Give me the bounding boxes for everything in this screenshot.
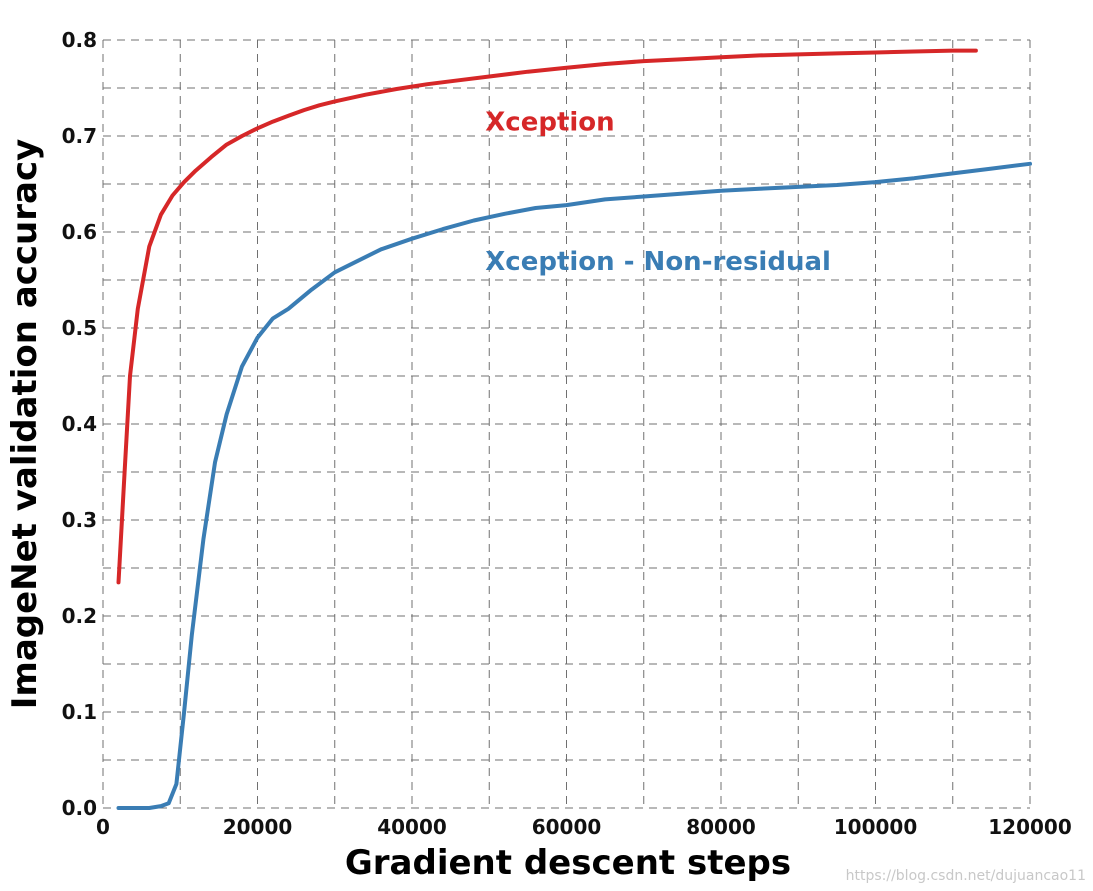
y-tick-label: 0.3 bbox=[62, 508, 97, 532]
x-axis-title: Gradient descent steps bbox=[345, 843, 791, 883]
series-annotations: Xception Xception - Non-residual bbox=[485, 108, 831, 277]
y-tick-label: 0.8 bbox=[62, 28, 97, 52]
x-tick-labels: 0 20000 40000 60000 80000 100000 120000 bbox=[96, 815, 1072, 839]
x-tick-label: 100000 bbox=[834, 815, 918, 839]
x-tick-label: 120000 bbox=[988, 815, 1072, 839]
x-tick-label: 80000 bbox=[686, 815, 756, 839]
x-tick-label: 0 bbox=[96, 815, 110, 839]
y-tick-label: 0.1 bbox=[62, 700, 97, 724]
y-tick-label: 0.4 bbox=[62, 412, 97, 436]
watermark-text: https://blog.csdn.net/dujuancao11 bbox=[846, 868, 1086, 884]
x-tick-label: 60000 bbox=[532, 815, 602, 839]
x-tick-label: 20000 bbox=[223, 815, 293, 839]
series-line-xception-non-residual bbox=[116, 161, 1032, 810]
grid bbox=[102, 39, 1031, 809]
x-tick-label: 40000 bbox=[377, 815, 447, 839]
y-tick-label: 0.7 bbox=[62, 124, 97, 148]
series-label-xception: Xception bbox=[485, 108, 614, 138]
y-tick-label: 0.0 bbox=[62, 796, 97, 820]
series-lines bbox=[116, 48, 1032, 810]
series-line-xception bbox=[116, 48, 978, 585]
y-tick-label: 0.6 bbox=[62, 220, 97, 244]
y-tick-label: 0.2 bbox=[62, 604, 97, 628]
y-axis-title: ImageNet validation accuracy bbox=[5, 139, 45, 710]
series-label-xception-non-residual: Xception - Non-residual bbox=[485, 247, 831, 277]
y-tick-label: 0.5 bbox=[62, 316, 97, 340]
y-tick-labels: 0.0 0.1 0.2 0.3 0.4 0.5 0.6 0.7 0.8 bbox=[62, 28, 97, 820]
